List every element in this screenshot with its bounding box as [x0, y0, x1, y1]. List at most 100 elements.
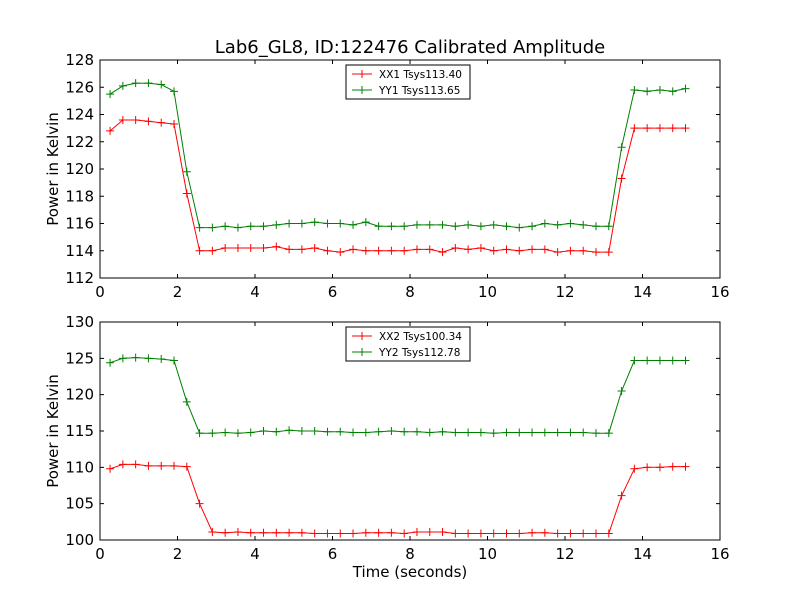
top-series-1-point — [400, 246, 409, 255]
top-y-tick-label: 128 — [65, 51, 94, 69]
top-series-1-point — [310, 244, 319, 253]
top-series-2-point — [336, 219, 345, 228]
top-series-2-point — [604, 222, 613, 231]
top-series-2-point — [272, 220, 281, 229]
bottom-series-1-point — [412, 528, 421, 537]
top-series-2-point — [592, 222, 600, 231]
top-y-tick-label: 120 — [65, 160, 94, 178]
top-series-2-point — [617, 143, 626, 152]
bottom-series-1-point — [144, 461, 153, 470]
bottom-series-2-point — [630, 356, 639, 365]
bottom-series-2-point — [106, 358, 115, 367]
bottom-series-2-point — [566, 428, 575, 437]
bottom-y-tick-label: 120 — [65, 386, 94, 404]
bottom-series-2-point — [515, 428, 524, 437]
bottom-series-2-point — [349, 428, 358, 437]
bottom-x-tick-label: 14 — [633, 545, 652, 563]
bottom-series-1-point — [476, 529, 485, 538]
bottom-legend-entry-2: YY2 Tsys112.78 — [352, 347, 460, 359]
bottom-series-1-point — [630, 464, 639, 473]
top-series-1-point — [553, 248, 562, 257]
top-series-2-point — [579, 220, 588, 229]
bottom-series-1-point — [118, 460, 127, 469]
top-series-1-point — [118, 115, 127, 124]
top-series-1-point — [170, 120, 179, 129]
bottom-legend-swatch-1 — [352, 332, 372, 340]
top-series-2-point — [323, 219, 332, 228]
x-axis-label: Time (seconds) — [352, 563, 468, 581]
top-series-2-point — [476, 222, 485, 231]
bottom-series-1-point — [438, 528, 447, 537]
top-legend-entry-1: XX1 Tsys113.40 — [352, 69, 462, 81]
top-series-1-point — [592, 248, 600, 257]
top-series-2-point — [106, 90, 115, 99]
bottom-series-1-point — [643, 463, 652, 472]
bottom-series-2-point — [681, 356, 690, 365]
bottom-series-1-point — [374, 528, 383, 537]
top-series-1-point — [566, 246, 575, 255]
top-legend: XX1 Tsys113.40 YY1 Tsys113.65 — [345, 64, 471, 100]
bottom-series-2-point — [170, 356, 179, 365]
bottom-series-2-point — [438, 427, 447, 436]
bottom-legend-entry-1: XX2 Tsys100.34 — [352, 331, 462, 343]
bottom-series-2 — [106, 353, 690, 438]
bottom-x-tick-label: 4 — [250, 545, 260, 563]
top-series-1-point — [361, 246, 370, 255]
top-series-1-point — [451, 244, 460, 253]
top-x-tick-label: 6 — [328, 283, 338, 301]
top-x-tick-label: 14 — [633, 283, 652, 301]
top-series-1-point — [528, 245, 537, 254]
bottom-series-1-point — [592, 529, 600, 538]
bottom-series-2-point — [476, 428, 485, 437]
top-series-2-point — [400, 222, 409, 231]
top-series-2-point — [246, 222, 255, 231]
top-series-1-point — [476, 244, 485, 253]
bottom-series-1-point — [157, 461, 166, 470]
bottom-series-2-point — [668, 356, 677, 365]
top-series-1-point — [489, 246, 498, 255]
bottom-series-1-point — [489, 529, 498, 538]
bottom-x-tick-label: 8 — [405, 545, 415, 563]
top-series-2-point — [157, 80, 166, 89]
top-series-2-point — [361, 218, 370, 227]
bottom-series-1-point — [425, 528, 434, 537]
bottom-series-1-point — [451, 529, 460, 538]
top-series-2-point — [451, 222, 460, 231]
bottom-series-2-point — [144, 354, 153, 363]
bottom-legend: XX2 Tsys100.34 YY2 Tsys112.78 — [345, 326, 471, 362]
top-x-tick-label: 0 — [95, 283, 105, 301]
top-series-2-point — [489, 220, 498, 229]
bottom-series-1-point — [323, 529, 332, 538]
top-series-2-point — [259, 222, 268, 231]
bottom-x-tick-label: 0 — [95, 545, 105, 563]
top-x-tick-label: 10 — [478, 283, 497, 301]
bottom-series-2-point — [195, 429, 204, 438]
top-series-2-point — [195, 223, 204, 232]
top-x-tick-label: 2 — [173, 283, 183, 301]
top-x-tick-label: 16 — [710, 283, 729, 301]
bottom-series-2-point — [221, 428, 230, 437]
bottom-series-1-point — [259, 528, 268, 537]
bottom-series-2-point — [157, 355, 166, 364]
bottom-series-1-point — [515, 529, 524, 538]
top-series-2-line — [109, 82, 686, 229]
top-legend-label-1: XX1 Tsys113.40 — [379, 69, 462, 81]
bottom-series-1-point — [566, 529, 575, 538]
bottom-series-2-point — [579, 428, 588, 437]
top-series-2-point — [630, 85, 639, 94]
bottom-y-tick-label: 100 — [65, 531, 94, 549]
bottom-series-1-point — [617, 491, 626, 500]
bottom-series-1-point — [349, 529, 358, 538]
top-series-1-point — [106, 126, 115, 135]
bottom-series-1-point — [553, 529, 562, 538]
top-series-1-point — [323, 246, 332, 255]
top-series-1-point — [655, 124, 664, 133]
top-series-2-point — [412, 220, 421, 229]
top-series-2-point — [553, 220, 562, 229]
bottom-legend-swatch-2 — [352, 348, 372, 356]
bottom-legend-label-2: YY2 Tsys112.78 — [378, 347, 460, 359]
top-series-1-point — [643, 124, 652, 133]
bottom-series-1-point — [221, 528, 230, 537]
bottom-series-2-point — [464, 428, 473, 437]
